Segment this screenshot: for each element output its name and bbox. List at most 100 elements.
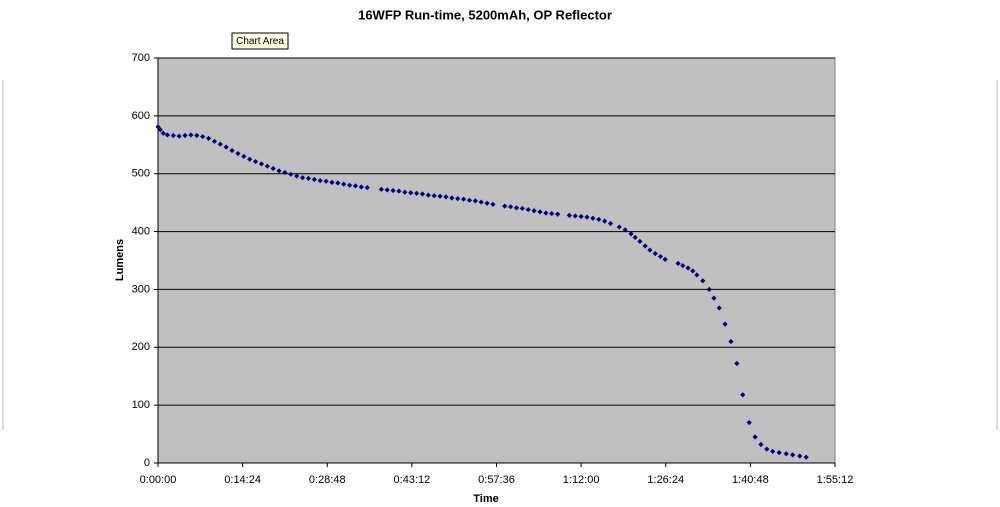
data-point [364, 185, 370, 191]
x-tick-label: 1:40:48 [732, 474, 769, 486]
data-point [466, 197, 473, 203]
data-point [211, 138, 218, 144]
data-point [758, 441, 764, 448]
data-point [294, 173, 300, 179]
data-point [449, 195, 455, 201]
data-point [513, 205, 520, 211]
data-point [170, 132, 176, 139]
chart-title: 16WFP Run-time, 5200mAh, OP Reflector [358, 7, 612, 22]
y-tick-label: 200 [132, 341, 150, 353]
plot-background [157, 57, 836, 464]
data-point [728, 338, 734, 345]
data-point [217, 141, 223, 147]
data-point [323, 178, 329, 184]
data-point [155, 124, 161, 130]
data-point [803, 454, 809, 460]
data-point [549, 211, 555, 217]
data-point [502, 203, 508, 209]
data-point [419, 191, 426, 197]
data-point [352, 183, 359, 189]
x-tick-label: 1:55:12 [817, 474, 854, 486]
data-point [531, 208, 537, 214]
data-point [690, 268, 696, 274]
data-point [194, 132, 200, 139]
y-tick-label: 300 [132, 283, 150, 295]
data-point [657, 253, 664, 260]
data-point [537, 209, 543, 215]
data-point [299, 175, 306, 181]
data-point [247, 156, 253, 162]
data-point [282, 169, 288, 176]
x-tick-label: 1:26:24 [647, 474, 684, 486]
data-point [311, 176, 317, 183]
data-point [607, 220, 614, 227]
data-point [694, 272, 700, 278]
data-point [716, 305, 722, 311]
data-point [317, 178, 323, 184]
x-tick-label: 0:57:36 [478, 474, 515, 486]
data-point [752, 434, 758, 440]
data-point [685, 265, 691, 271]
y-tick-label: 100 [132, 399, 150, 411]
y-tick-label: 500 [132, 168, 150, 180]
data-point [797, 453, 803, 459]
data-point [543, 210, 549, 216]
data-point [616, 224, 622, 230]
data-point [460, 196, 467, 202]
y-tick-label: 400 [132, 225, 150, 237]
data-point [680, 263, 686, 269]
data-point [384, 187, 390, 193]
data-point [396, 188, 402, 194]
x-tick-label: 0:00:00 [140, 474, 177, 486]
data-point [431, 193, 437, 199]
plot-area: 0 100 200 300 400 500 600 700 0:00:00 0:14:24 0:28… [132, 52, 854, 486]
data-point [235, 150, 241, 157]
data-point [341, 181, 347, 187]
data-point [722, 321, 728, 327]
data-point [652, 250, 658, 257]
y-tick-label: 600 [132, 110, 150, 122]
data-point [164, 132, 171, 138]
data-point [790, 452, 796, 458]
data-point [437, 193, 443, 199]
data-point [578, 213, 584, 220]
data-point [329, 179, 335, 185]
data-point [572, 213, 578, 219]
data-point [188, 132, 194, 138]
data-point [711, 295, 717, 301]
data-point [602, 218, 608, 224]
data-point [305, 175, 312, 181]
data-point [160, 130, 166, 136]
data-point [622, 227, 628, 233]
data-point [484, 200, 490, 206]
data-point [443, 194, 449, 200]
data-point [490, 201, 496, 207]
data-point [706, 286, 712, 293]
data-point [596, 216, 602, 223]
x-tick-label: 0:28:48 [309, 474, 346, 486]
y-axis-label: Lumens [114, 239, 126, 281]
data-point [425, 192, 431, 198]
data-point [675, 260, 681, 266]
data-point [662, 256, 668, 262]
data-point [770, 448, 776, 455]
data-point [647, 247, 653, 253]
data-point [358, 184, 364, 190]
data-point [642, 243, 648, 249]
data-point [408, 190, 414, 196]
data-point [335, 180, 341, 186]
data-point [402, 189, 408, 195]
data-point [637, 238, 643, 245]
data-point [590, 215, 596, 221]
data-point [783, 451, 789, 457]
data-point [519, 205, 525, 212]
data-point [390, 187, 396, 194]
data-point [346, 182, 353, 188]
data-point [455, 195, 461, 202]
data-point [200, 134, 206, 140]
data-point [584, 214, 590, 220]
data-point [555, 211, 561, 217]
data-point [176, 133, 182, 139]
data-point [288, 171, 294, 177]
